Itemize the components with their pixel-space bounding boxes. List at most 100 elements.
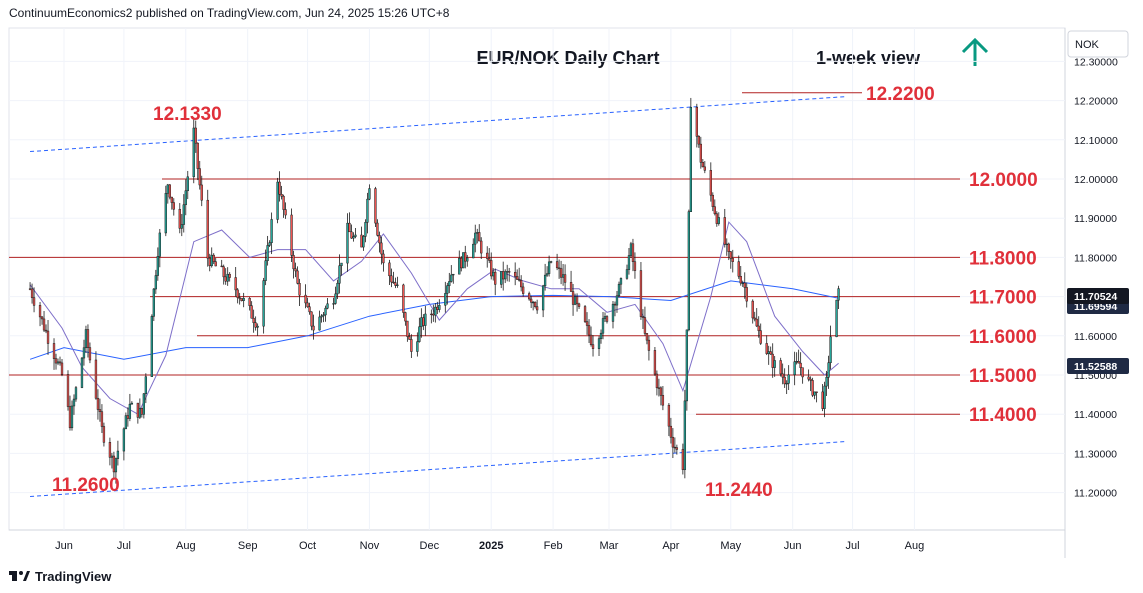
candle [170, 196, 173, 210]
candle [629, 241, 633, 258]
candle-body [294, 268, 297, 272]
candle-body [194, 127, 197, 144]
candle [276, 177, 279, 224]
candle [547, 255, 551, 277]
candle-body [154, 275, 157, 290]
candle [731, 249, 734, 273]
candle-body [561, 274, 565, 278]
price-tag-label: 11.52588 [1074, 361, 1117, 373]
candle-body [252, 317, 255, 323]
candle [474, 224, 477, 253]
candle [308, 302, 311, 315]
candle [516, 269, 519, 280]
candle [815, 391, 818, 403]
candle-body [793, 361, 796, 375]
candle-body [767, 351, 770, 354]
candle [376, 219, 379, 237]
y-tick-label: 12.30000 [1074, 56, 1118, 68]
candle [573, 293, 577, 306]
candle-body [308, 306, 311, 313]
candle-body [116, 450, 120, 459]
candle-body [753, 317, 756, 320]
candle-body [192, 127, 195, 178]
candle-body [731, 258, 734, 262]
candle [208, 253, 211, 272]
candle-body [338, 265, 341, 284]
candle [514, 262, 517, 286]
candle [138, 398, 142, 420]
candle [422, 314, 425, 331]
candle [336, 279, 339, 299]
candle-body [256, 325, 259, 328]
candle [430, 309, 433, 324]
candle [424, 305, 427, 336]
candle-body [573, 296, 577, 305]
candle-body [324, 307, 327, 316]
candle [597, 336, 601, 356]
candle [322, 312, 325, 323]
candle-body [254, 322, 257, 328]
candle-body [394, 282, 397, 286]
candle-body [228, 273, 231, 278]
candle-body [599, 332, 603, 339]
candle [797, 349, 800, 364]
candle-body [380, 242, 383, 255]
candle [298, 278, 301, 306]
candle [158, 228, 161, 268]
price-tag [1067, 288, 1129, 304]
candle-body [711, 194, 714, 207]
candle [531, 300, 535, 311]
candle [290, 208, 293, 263]
candle [563, 264, 567, 291]
candle-body [350, 231, 353, 239]
candle-body [424, 313, 427, 326]
candle [404, 311, 407, 326]
candle [166, 183, 169, 204]
candle [611, 300, 615, 329]
candle-body [743, 282, 746, 288]
candle [464, 245, 467, 269]
candle [759, 323, 762, 346]
candle-body [86, 329, 90, 348]
candle [541, 284, 545, 318]
candle [238, 292, 241, 305]
candle-body [605, 316, 609, 322]
moving-average-long [29, 280, 839, 360]
candle-body [603, 316, 607, 319]
candle [725, 238, 728, 256]
candle [38, 301, 42, 327]
candle [84, 325, 88, 353]
candle [228, 272, 231, 282]
tradingview-brand: TradingView [35, 568, 112, 584]
candle-body [514, 271, 517, 277]
candle [82, 339, 86, 366]
candle-body [214, 261, 217, 267]
y-tick-label: 12.20000 [1074, 96, 1118, 108]
candle [529, 295, 533, 309]
candle [402, 283, 405, 318]
candle [462, 252, 465, 269]
candle-body [683, 400, 687, 470]
candle [168, 184, 171, 200]
y-tick-label: 11.80000 [1074, 252, 1117, 264]
candle-body [685, 329, 689, 402]
candle-body [727, 243, 730, 252]
footer: TradingView [9, 566, 111, 586]
candle-body [334, 293, 337, 304]
candle-body [212, 254, 215, 262]
candle [354, 227, 357, 239]
candle-body [462, 252, 465, 269]
candle [56, 358, 60, 366]
candle-body [739, 276, 742, 284]
candle [40, 316, 44, 325]
candle-body [527, 293, 531, 300]
candle-body [408, 336, 411, 340]
candle-body [827, 362, 830, 378]
candle-body [835, 299, 838, 338]
candle-body [492, 271, 495, 277]
candle-body [374, 188, 377, 224]
candle-body [757, 325, 760, 331]
candle-body [815, 391, 818, 393]
candle-body [559, 268, 563, 278]
